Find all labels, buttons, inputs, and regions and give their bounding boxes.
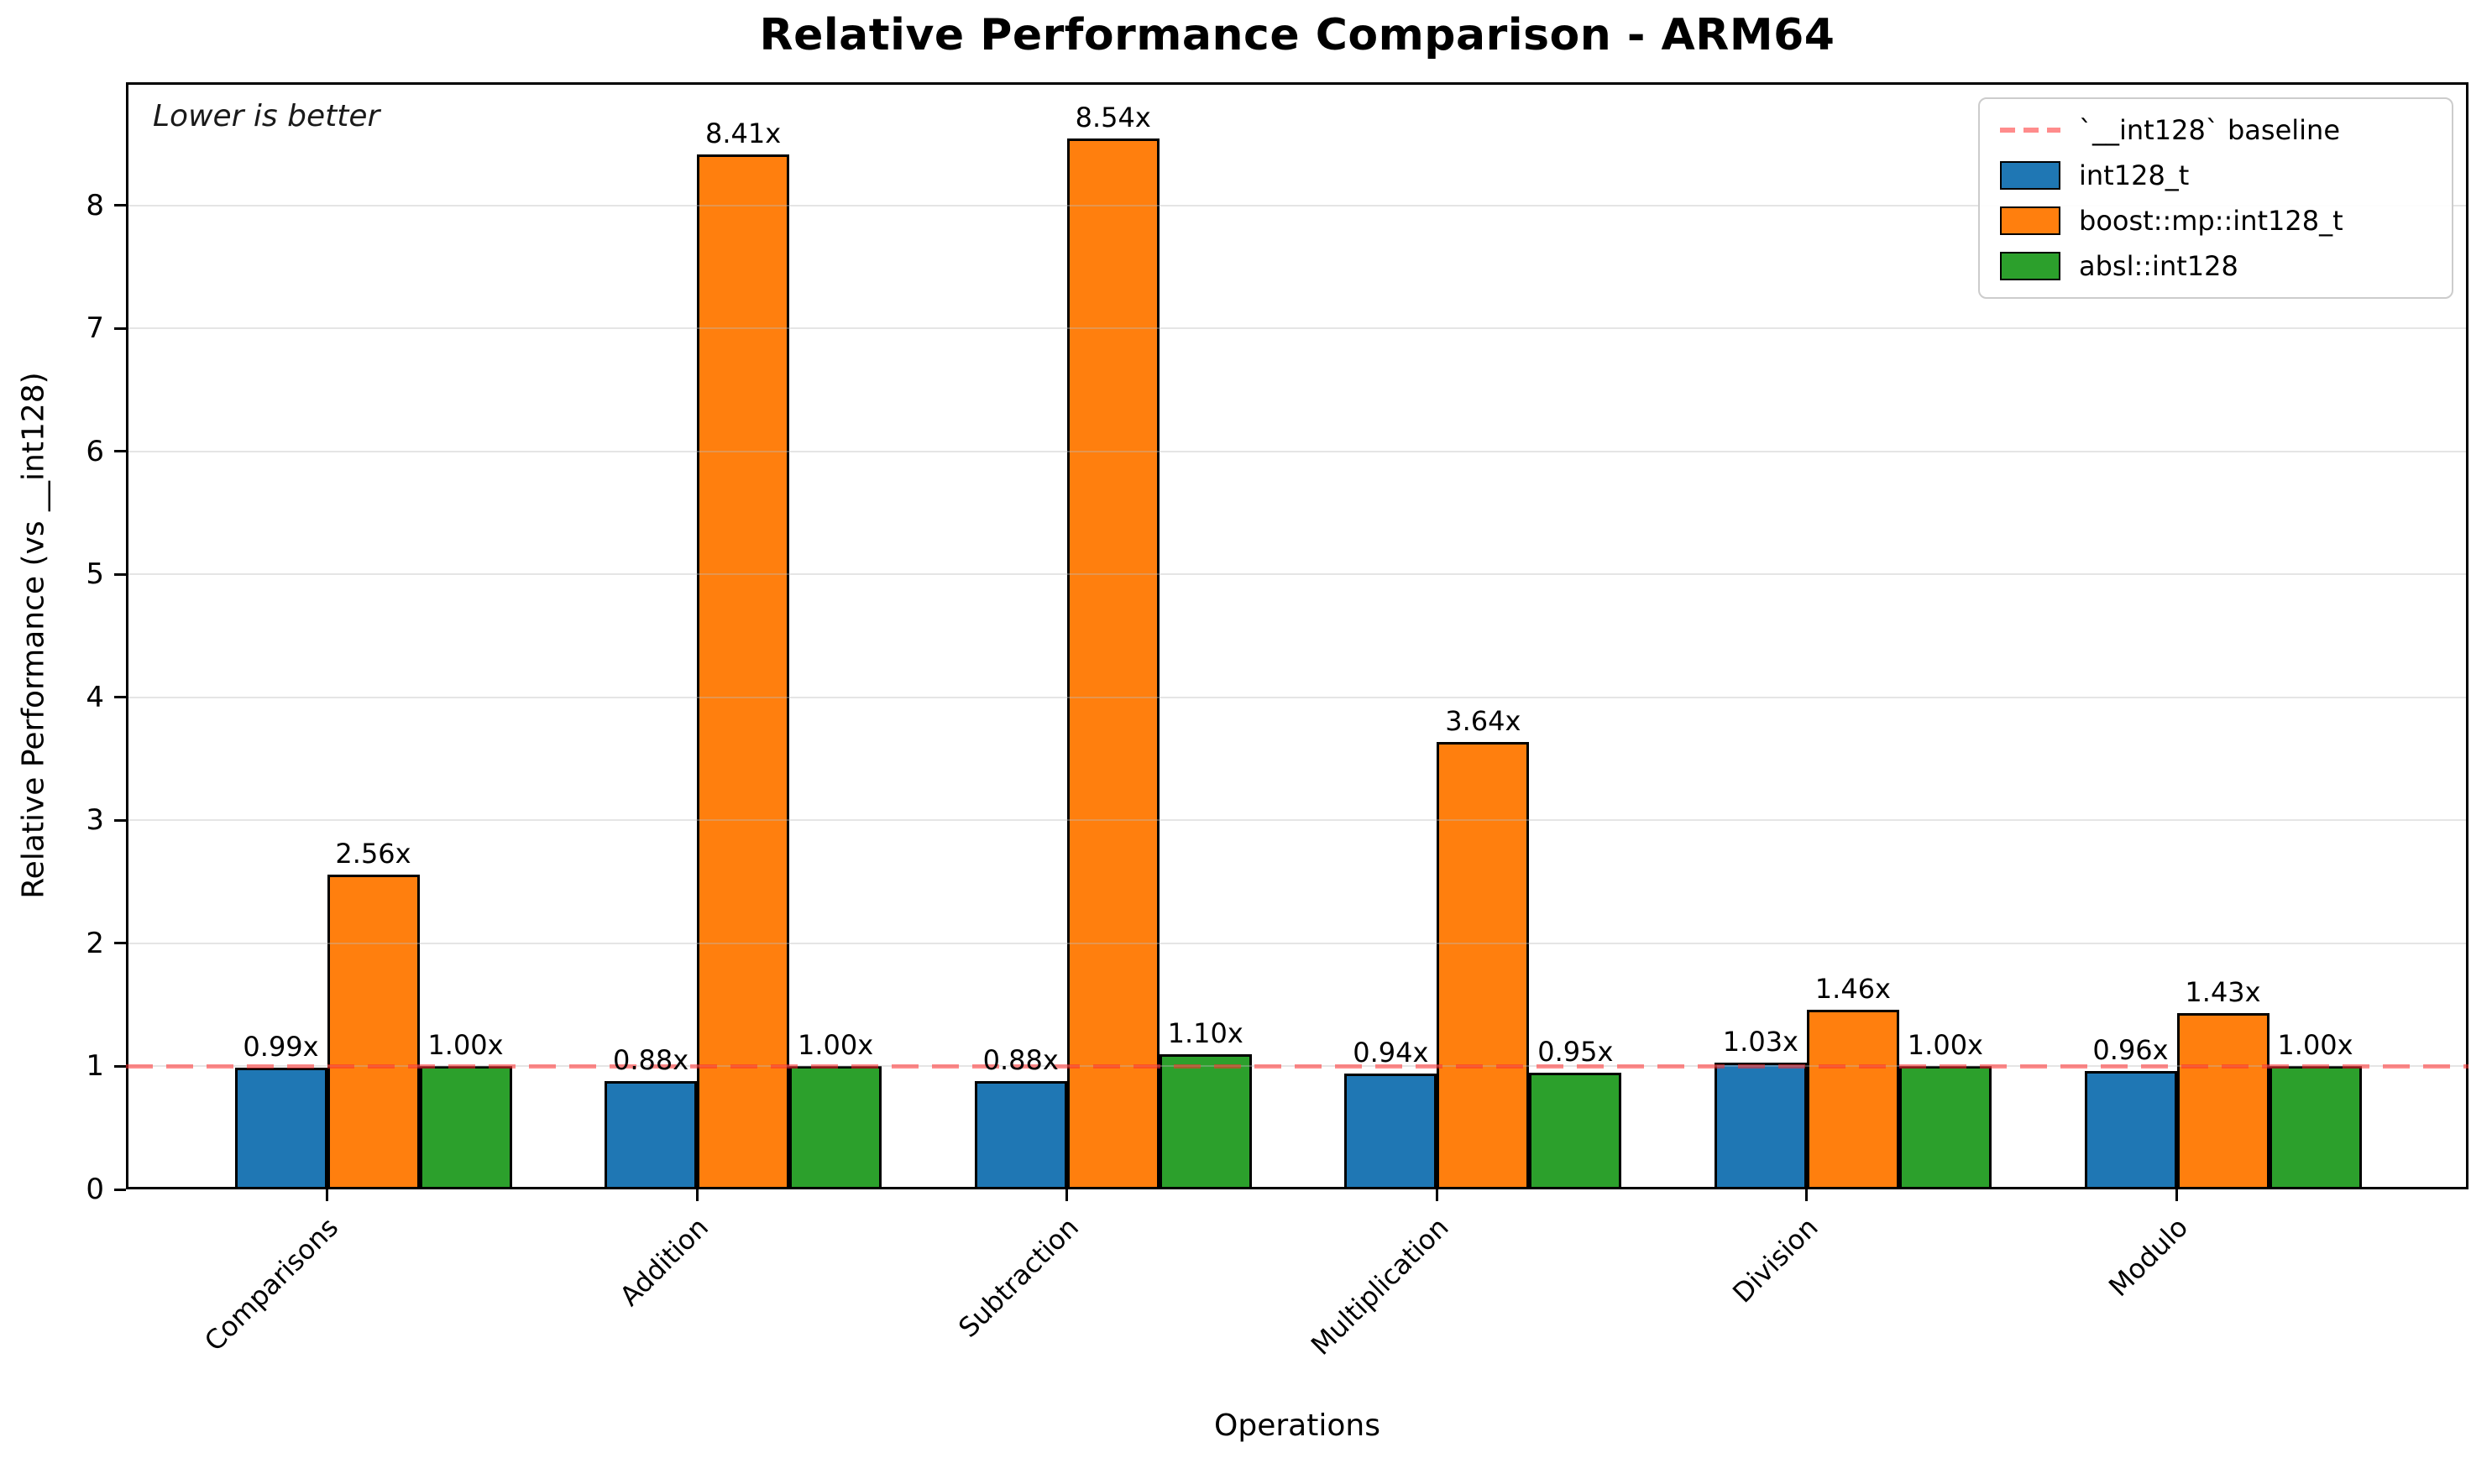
bar: [605, 1081, 698, 1189]
bar-value-label: 0.99x: [243, 1030, 319, 1063]
bar: [1437, 741, 1530, 1189]
bar: [697, 154, 790, 1189]
y-tick-label: 2: [86, 926, 104, 960]
bar-value-label: 3.64x: [1445, 704, 1521, 737]
baseline-line: [126, 1063, 2468, 1069]
bar-value-label: 1.03x: [1722, 1026, 1798, 1058]
bar: [419, 1066, 512, 1189]
bar: [327, 874, 420, 1189]
bar: [1714, 1063, 1807, 1189]
bar-value-label: 0.94x: [1353, 1037, 1429, 1069]
y-tick: [114, 818, 126, 822]
legend-label: boost::mp::int128_t: [2079, 205, 2343, 237]
y-tick: [114, 696, 126, 699]
x-axis-label: Operations: [1214, 1408, 1380, 1443]
x-tick-label: Modulo: [2102, 1211, 2195, 1304]
bar: [2269, 1066, 2362, 1189]
bar-value-label: 0.96x: [2092, 1034, 2169, 1067]
baseline-dash-swatch: [2000, 128, 2060, 133]
bar-value-label: 1.43x: [2185, 976, 2261, 1009]
bar: [1159, 1053, 1252, 1189]
bar: [1898, 1066, 1992, 1189]
gridline: [126, 327, 2468, 330]
x-tick-label: Subtraction: [951, 1211, 1085, 1344]
legend-item-boost-mp-int128-t: boost::mp::int128_t: [2000, 205, 2432, 237]
bar-value-label: 1.10x: [1167, 1016, 1243, 1049]
legend-label: `__int128` baseline: [2079, 114, 2340, 146]
y-tick: [114, 942, 126, 945]
chart-title: Relative Performance Comparison - ARM64: [759, 10, 1835, 60]
y-tick: [114, 327, 126, 330]
x-tick-label: Comparisons: [198, 1211, 345, 1358]
series-swatch: [2000, 252, 2060, 280]
legend-item-int128-t: int128_t: [2000, 159, 2432, 191]
series-swatch: [2000, 161, 2060, 190]
y-tick-label: 8: [86, 188, 104, 222]
bar: [1529, 1072, 1622, 1189]
gridline: [126, 450, 2468, 452]
x-tick-label: Multiplication: [1304, 1211, 1455, 1361]
bar: [1344, 1074, 1437, 1189]
bar-value-label: 0.88x: [982, 1044, 1059, 1077]
y-tick-label: 5: [86, 557, 104, 592]
y-tick-label: 3: [86, 803, 104, 838]
annotation-lower-is-better: Lower is better: [153, 99, 380, 133]
y-tick: [114, 204, 126, 207]
y-tick-label: 4: [86, 680, 104, 714]
bar-value-label: 0.95x: [1537, 1035, 1614, 1068]
series-swatch: [2000, 206, 2060, 235]
x-tick-label: Addition: [613, 1211, 715, 1313]
bar-value-label: 1.00x: [427, 1029, 504, 1062]
y-tick: [114, 1188, 126, 1191]
y-tick-label: 1: [86, 1049, 104, 1084]
gridline: [126, 204, 2468, 206]
x-tick-label: Division: [1726, 1211, 1824, 1309]
gridline: [126, 696, 2468, 698]
x-tick: [1065, 1189, 1069, 1201]
y-tick: [114, 1064, 126, 1068]
x-tick: [1805, 1189, 1809, 1201]
x-tick: [2175, 1189, 2178, 1201]
x-tick: [326, 1189, 328, 1201]
y-tick-label: 6: [86, 434, 104, 468]
bar-value-label: 1.00x: [798, 1029, 874, 1062]
bar-value-label: 0.88x: [613, 1044, 689, 1077]
bar: [1066, 138, 1160, 1189]
bar-value-label: 1.00x: [2277, 1029, 2353, 1062]
bar-value-label: 1.46x: [1814, 973, 1891, 1006]
bar-value-label: 2.56x: [335, 837, 411, 870]
legend-label: int128_t: [2079, 159, 2190, 191]
x-tick: [1435, 1189, 1438, 1201]
y-tick: [114, 572, 126, 576]
bar: [234, 1067, 327, 1189]
y-tick: [114, 450, 126, 453]
y-axis-label: Relative Performance (vs __int128): [16, 372, 51, 899]
legend-item-baseline: `__int128` baseline: [2000, 114, 2432, 146]
x-tick: [695, 1189, 699, 1201]
gridline: [126, 819, 2468, 822]
bar-value-label: 1.00x: [1907, 1029, 1983, 1062]
bar-value-label: 8.41x: [705, 118, 782, 150]
bar: [974, 1081, 1067, 1189]
legend-item-absl-int128: absl::int128: [2000, 250, 2432, 282]
y-tick-label: 7: [86, 311, 104, 346]
legend-label: absl::int128: [2079, 250, 2238, 282]
gridline: [126, 573, 2468, 576]
bar: [2084, 1071, 2177, 1189]
y-tick-label: 0: [86, 1173, 104, 1206]
bar: [2176, 1013, 2270, 1189]
bar: [1806, 1010, 1899, 1189]
bar: [789, 1066, 882, 1189]
gridline: [126, 942, 2468, 944]
bar-value-label: 8.54x: [1075, 102, 1151, 134]
legend: `__int128` baseline int128_t boost::mp::…: [1978, 97, 2453, 299]
